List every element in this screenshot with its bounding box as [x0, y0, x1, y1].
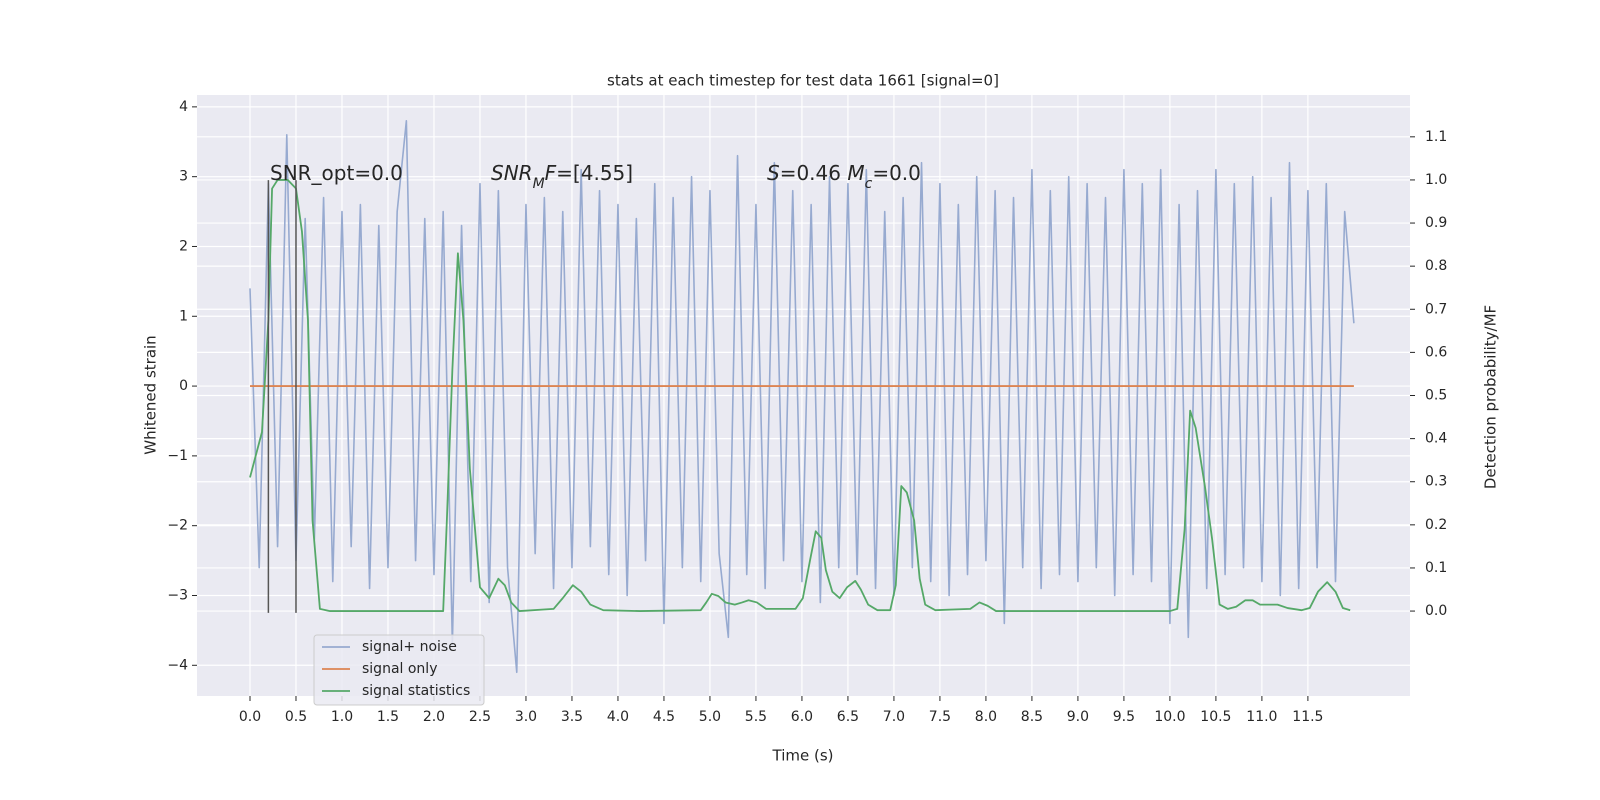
- y2-tick-label: 0.8: [1425, 258, 1447, 274]
- annotation: S=0.46 Mc=0.0: [767, 161, 921, 192]
- y2-tick-label: 0.5: [1425, 388, 1447, 404]
- y-tick-label: 1: [179, 308, 188, 324]
- legend-label: signal+ noise: [362, 639, 457, 655]
- y-tick-label: 2: [179, 238, 188, 254]
- x-tick-label: 0.5: [285, 709, 307, 725]
- annotation-run: S: [767, 161, 780, 185]
- chart-title: stats at each timestep for test data 166…: [607, 72, 999, 90]
- x-tick-label: 11.0: [1246, 709, 1277, 725]
- x-tick-label: 4.0: [607, 709, 629, 725]
- legend-label: signal only: [362, 661, 437, 677]
- y2-tick-label: 0.2: [1425, 517, 1447, 533]
- x-tick-label: 8.0: [975, 709, 997, 725]
- annotation-run: SNR_opt=0.0: [270, 161, 403, 185]
- y-tick-label: 4: [179, 99, 188, 115]
- y2-tick-label: 0.6: [1425, 344, 1447, 360]
- y2-axis-label: Detection probability/MF: [1482, 305, 1500, 489]
- x-tick-label: 2.0: [423, 709, 445, 725]
- annotation-run: =[4.55]: [556, 161, 633, 185]
- x-tick-label: 1.0: [331, 709, 353, 725]
- x-tick-label: 0.0: [239, 709, 261, 725]
- y-tick-label: 3: [179, 169, 188, 185]
- y2-tick-label: 0.3: [1425, 474, 1447, 490]
- x-tick-label: 3.0: [515, 709, 537, 725]
- y2-tick-label: 1.0: [1425, 172, 1447, 188]
- legend-box: [313, 634, 485, 706]
- annotation-run: SNR: [491, 161, 533, 185]
- y2-tick-label: 0.0: [1425, 603, 1447, 619]
- legend-label: signal statistics: [362, 683, 470, 699]
- y2-tick-label: 0.4: [1425, 431, 1447, 447]
- annotation-run: M: [847, 161, 864, 185]
- x-axis-label: Time (s): [772, 747, 834, 765]
- y-tick-label: −2: [167, 518, 188, 534]
- x-tick-label: 5.0: [699, 709, 721, 725]
- series-line: [249, 179, 1351, 612]
- series-line: [249, 120, 1355, 674]
- y-tick-label: −1: [167, 448, 188, 464]
- x-tick-label: 9.0: [1067, 709, 1089, 725]
- y-axis-label: Whitened strain: [142, 335, 160, 454]
- y2-tick-label: 1.1: [1425, 129, 1447, 145]
- y-tick-label: −3: [167, 587, 188, 603]
- x-tick-label: 4.5: [653, 709, 675, 725]
- x-tick-label: 6.5: [837, 709, 859, 725]
- annotation-run: =0.46: [780, 161, 848, 185]
- x-tick-label: 8.5: [1021, 709, 1043, 725]
- x-tick-label: 7.0: [883, 709, 905, 725]
- x-tick-label: 10.5: [1200, 709, 1231, 725]
- annotation: SNRMF=[4.55]: [491, 161, 633, 192]
- y-tick-label: 0: [179, 378, 188, 394]
- annotation-run: c: [865, 176, 873, 192]
- x-tick-label: 9.5: [1113, 709, 1135, 725]
- y2-tick-label: 0.1: [1425, 560, 1447, 576]
- annotation-run: =0.0: [872, 161, 921, 185]
- x-tick-label: 7.5: [929, 709, 951, 725]
- annotation: SNR_opt=0.0: [270, 161, 403, 185]
- x-tick-label: 3.5: [561, 709, 583, 725]
- x-tick-label: 2.5: [469, 709, 491, 725]
- x-tick-label: 1.5: [377, 709, 399, 725]
- annotation-run: F: [545, 161, 557, 185]
- x-tick-label: 5.5: [745, 709, 767, 725]
- y2-tick-label: 0.7: [1425, 301, 1447, 317]
- y2-tick-label: 0.9: [1425, 215, 1447, 231]
- y-tick-label: −4: [167, 657, 188, 673]
- x-tick-label: 10.0: [1154, 709, 1185, 725]
- x-tick-label: 6.0: [791, 709, 813, 725]
- x-tick-label: 11.5: [1292, 709, 1323, 725]
- annotation-run: M: [533, 176, 545, 192]
